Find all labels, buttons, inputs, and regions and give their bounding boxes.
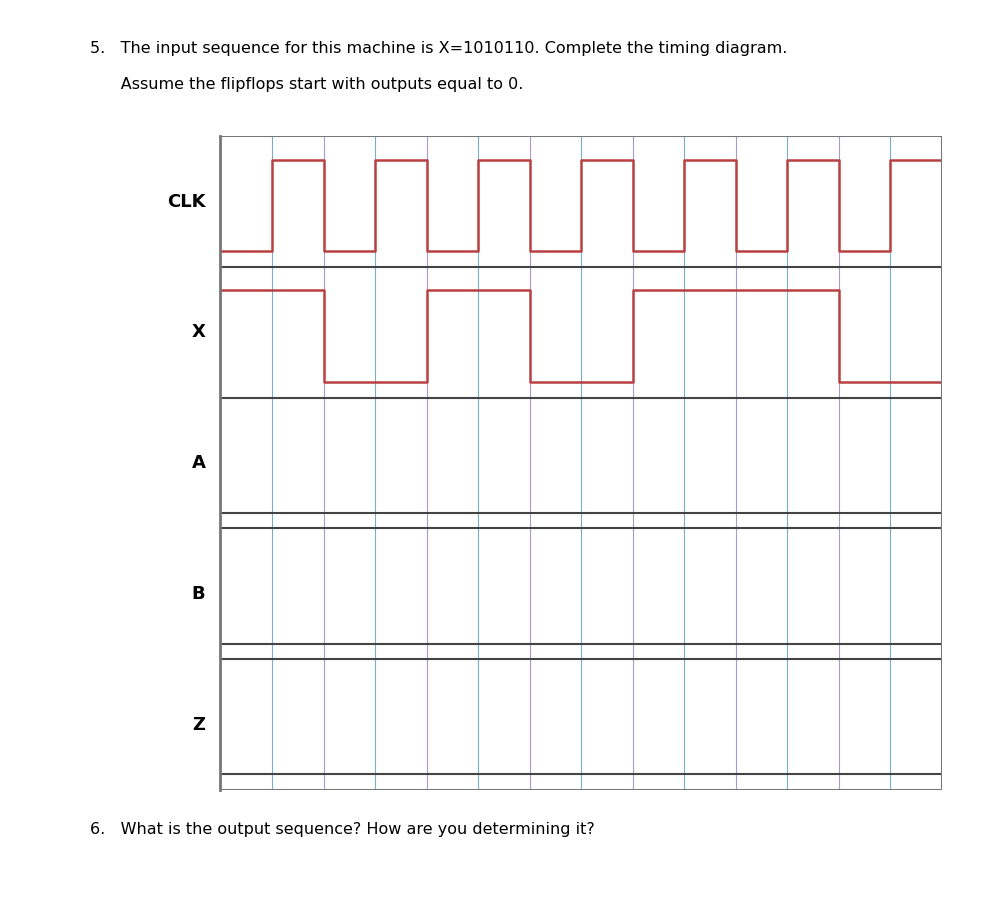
Text: Z: Z	[192, 716, 205, 734]
Text: A: A	[191, 454, 205, 472]
Text: Assume the flipflops start with outputs equal to 0.: Assume the flipflops start with outputs …	[90, 77, 524, 93]
Text: CLK: CLK	[167, 192, 205, 211]
Text: 6.   What is the output sequence? How are you determining it?: 6. What is the output sequence? How are …	[90, 822, 595, 837]
Text: 5.   The input sequence for this machine is X=1010110. Complete the timing diagr: 5. The input sequence for this machine i…	[90, 41, 788, 56]
Text: B: B	[191, 585, 205, 603]
Text: X: X	[191, 323, 205, 341]
